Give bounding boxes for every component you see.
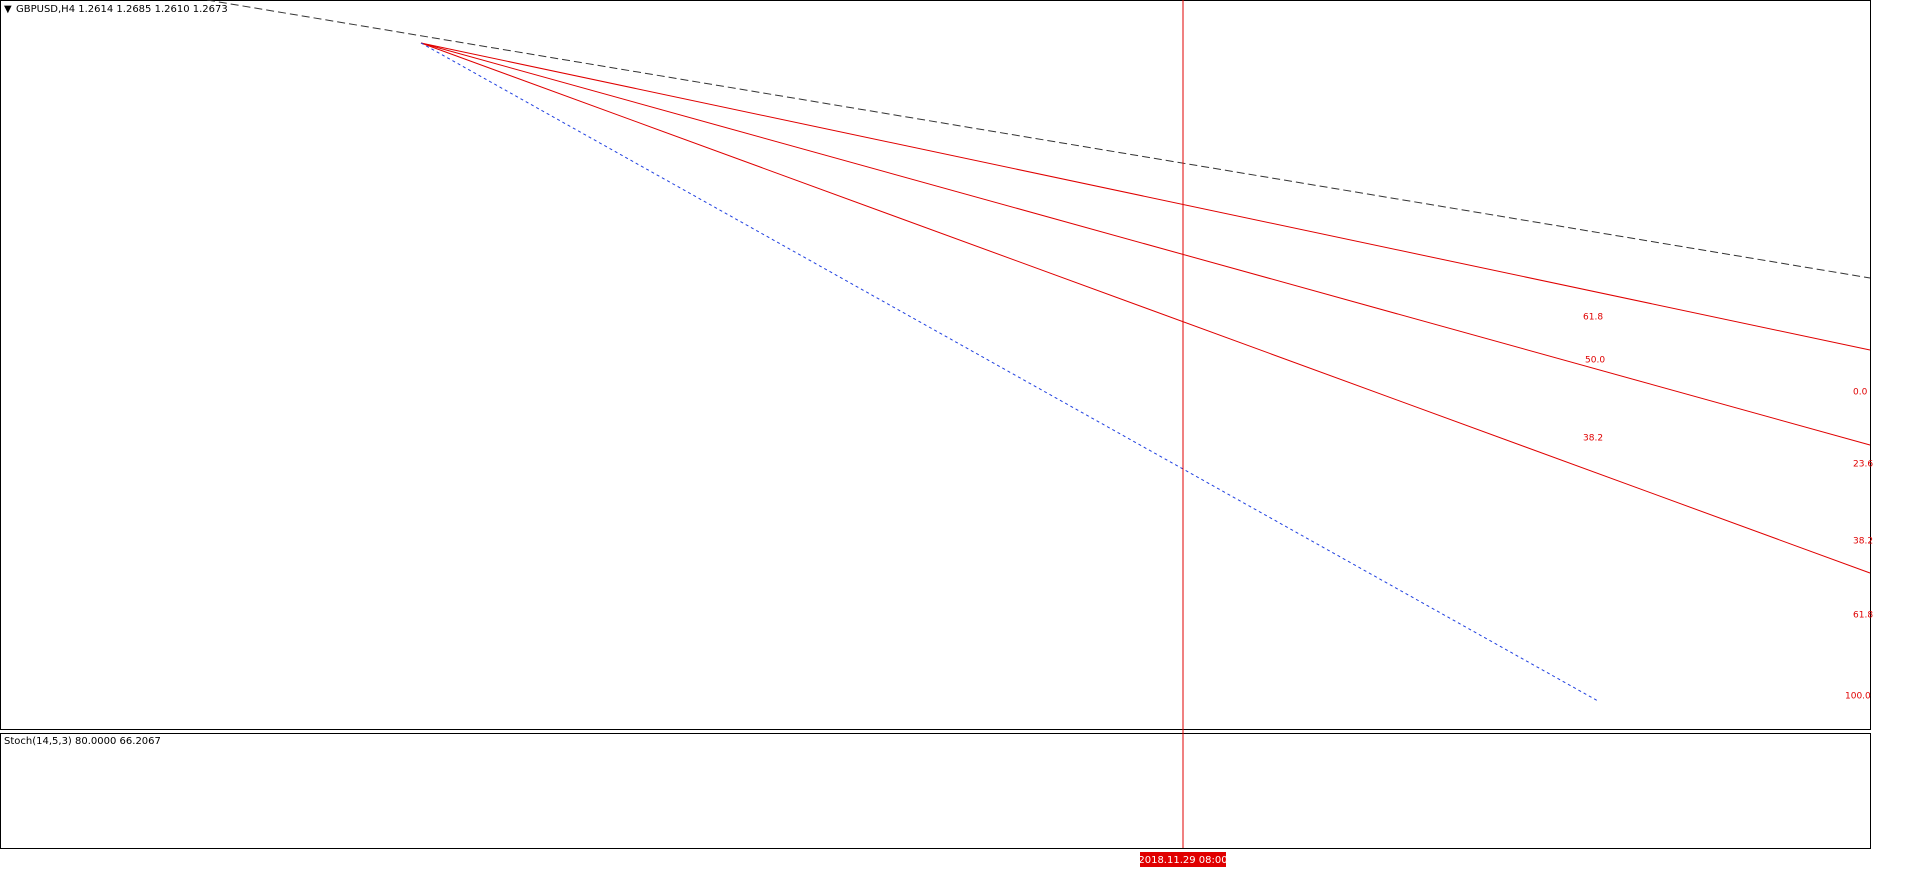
- trendline: [420, 42, 1599, 702]
- trendlines: [206, 0, 1871, 848]
- fib-label: 23.6: [1853, 460, 1873, 470]
- fib-label: 50.0: [1585, 356, 1605, 366]
- stoch-title: Stoch(14,5,3) 80.0000 66.2067: [4, 736, 161, 747]
- fib-label: 0.0: [1853, 388, 1868, 398]
- fib-label: 38.2: [1583, 434, 1603, 444]
- fib-label: 61.8: [1583, 313, 1603, 323]
- collapse-icon[interactable]: ▼: [4, 4, 12, 15]
- chart-title: GBPUSD,H4 1.2614 1.2685 1.2610 1.2673: [16, 4, 228, 15]
- crosshair-label-box: [1140, 852, 1226, 867]
- stoch-pane: [0, 733, 1871, 849]
- fib-label: 100.0: [1845, 692, 1871, 702]
- trendline: [420, 42, 1871, 446]
- fib-labels: 61.8 50.0 0.0 38.2 23.6 38.2 61.8 100.0: [1583, 313, 1873, 702]
- crosshair-label: 2018.11.29 08:00: [1138, 855, 1227, 866]
- fib-label: 61.8: [1853, 611, 1873, 621]
- trendline: [206, 0, 1871, 279]
- trendline: [420, 42, 1871, 574]
- fib-label: 38.2: [1853, 537, 1873, 547]
- main-pane: [0, 0, 1871, 730]
- trendline: [420, 42, 1871, 351]
